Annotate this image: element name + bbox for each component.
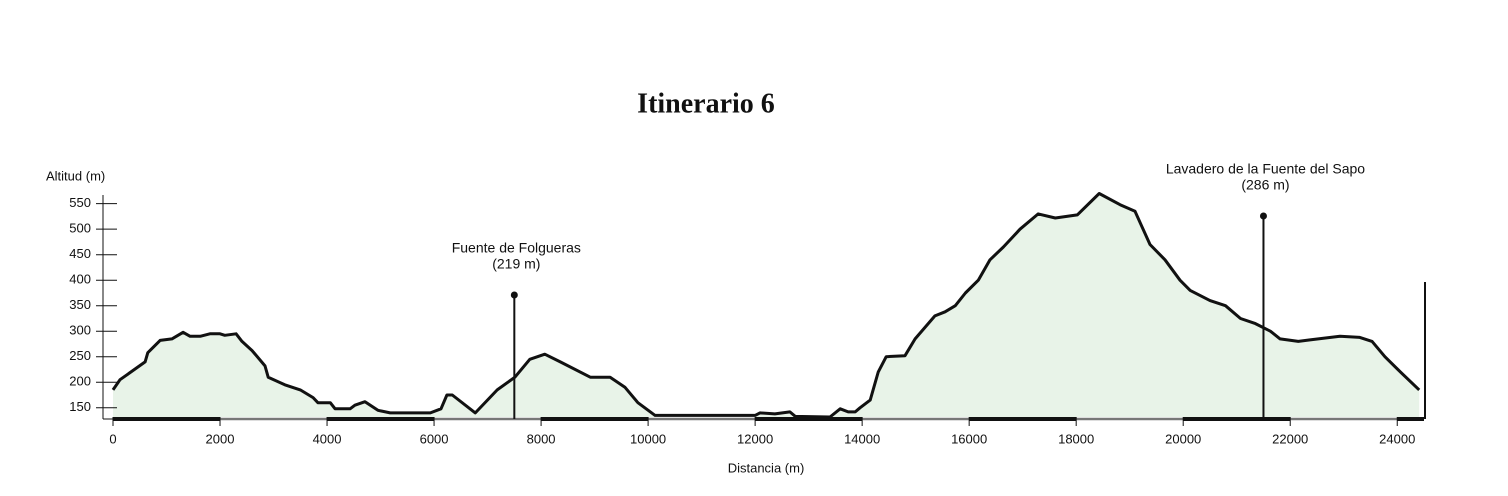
y-tick-label: 350 <box>69 297 91 312</box>
chart-title: Itinerario 6 <box>637 88 775 119</box>
y-tick-label: 550 <box>69 195 91 210</box>
x-tick-label: 10000 <box>630 431 666 446</box>
x-tick-label: 8000 <box>527 431 556 446</box>
x-axis-label: Distancia (m) <box>728 460 805 475</box>
x-tick-label: 6000 <box>420 431 449 446</box>
annotation-dot <box>1259 212 1267 220</box>
x-tick-label: 0 <box>109 431 116 446</box>
x-tick-label: 12000 <box>737 431 773 446</box>
annotation-label: Fuente de Folgueras <box>452 240 581 256</box>
y-tick-label: 150 <box>69 399 91 414</box>
annotation-dot <box>510 291 518 299</box>
x-tick-label: 22000 <box>1272 431 1308 446</box>
x-tick-label: 18000 <box>1058 431 1094 446</box>
y-tick-label: 200 <box>69 374 91 389</box>
x-tick-label: 4000 <box>313 431 342 446</box>
x-tick-label: 16000 <box>951 431 987 446</box>
y-axis-label: Altitud (m) <box>46 168 105 183</box>
annotation-value: (286 m) <box>1241 177 1289 193</box>
annotation-value: (219 m) <box>492 256 540 272</box>
x-tick-label: 14000 <box>844 431 880 446</box>
x-tick-label: 24000 <box>1379 431 1415 446</box>
area <box>113 193 1420 419</box>
y-tick-label: 250 <box>69 348 91 363</box>
x-tick-label: 2000 <box>206 431 235 446</box>
profile-line <box>111 192 1421 419</box>
x-tick-label: 20000 <box>1165 431 1201 446</box>
y-tick-label: 300 <box>69 323 91 338</box>
y-tick-label: 450 <box>69 246 91 261</box>
annotation-label: Lavadero de la Fuente del Sapo <box>1166 161 1365 177</box>
y-tick-label: 500 <box>69 221 91 236</box>
y-tick-label: 400 <box>69 272 91 287</box>
